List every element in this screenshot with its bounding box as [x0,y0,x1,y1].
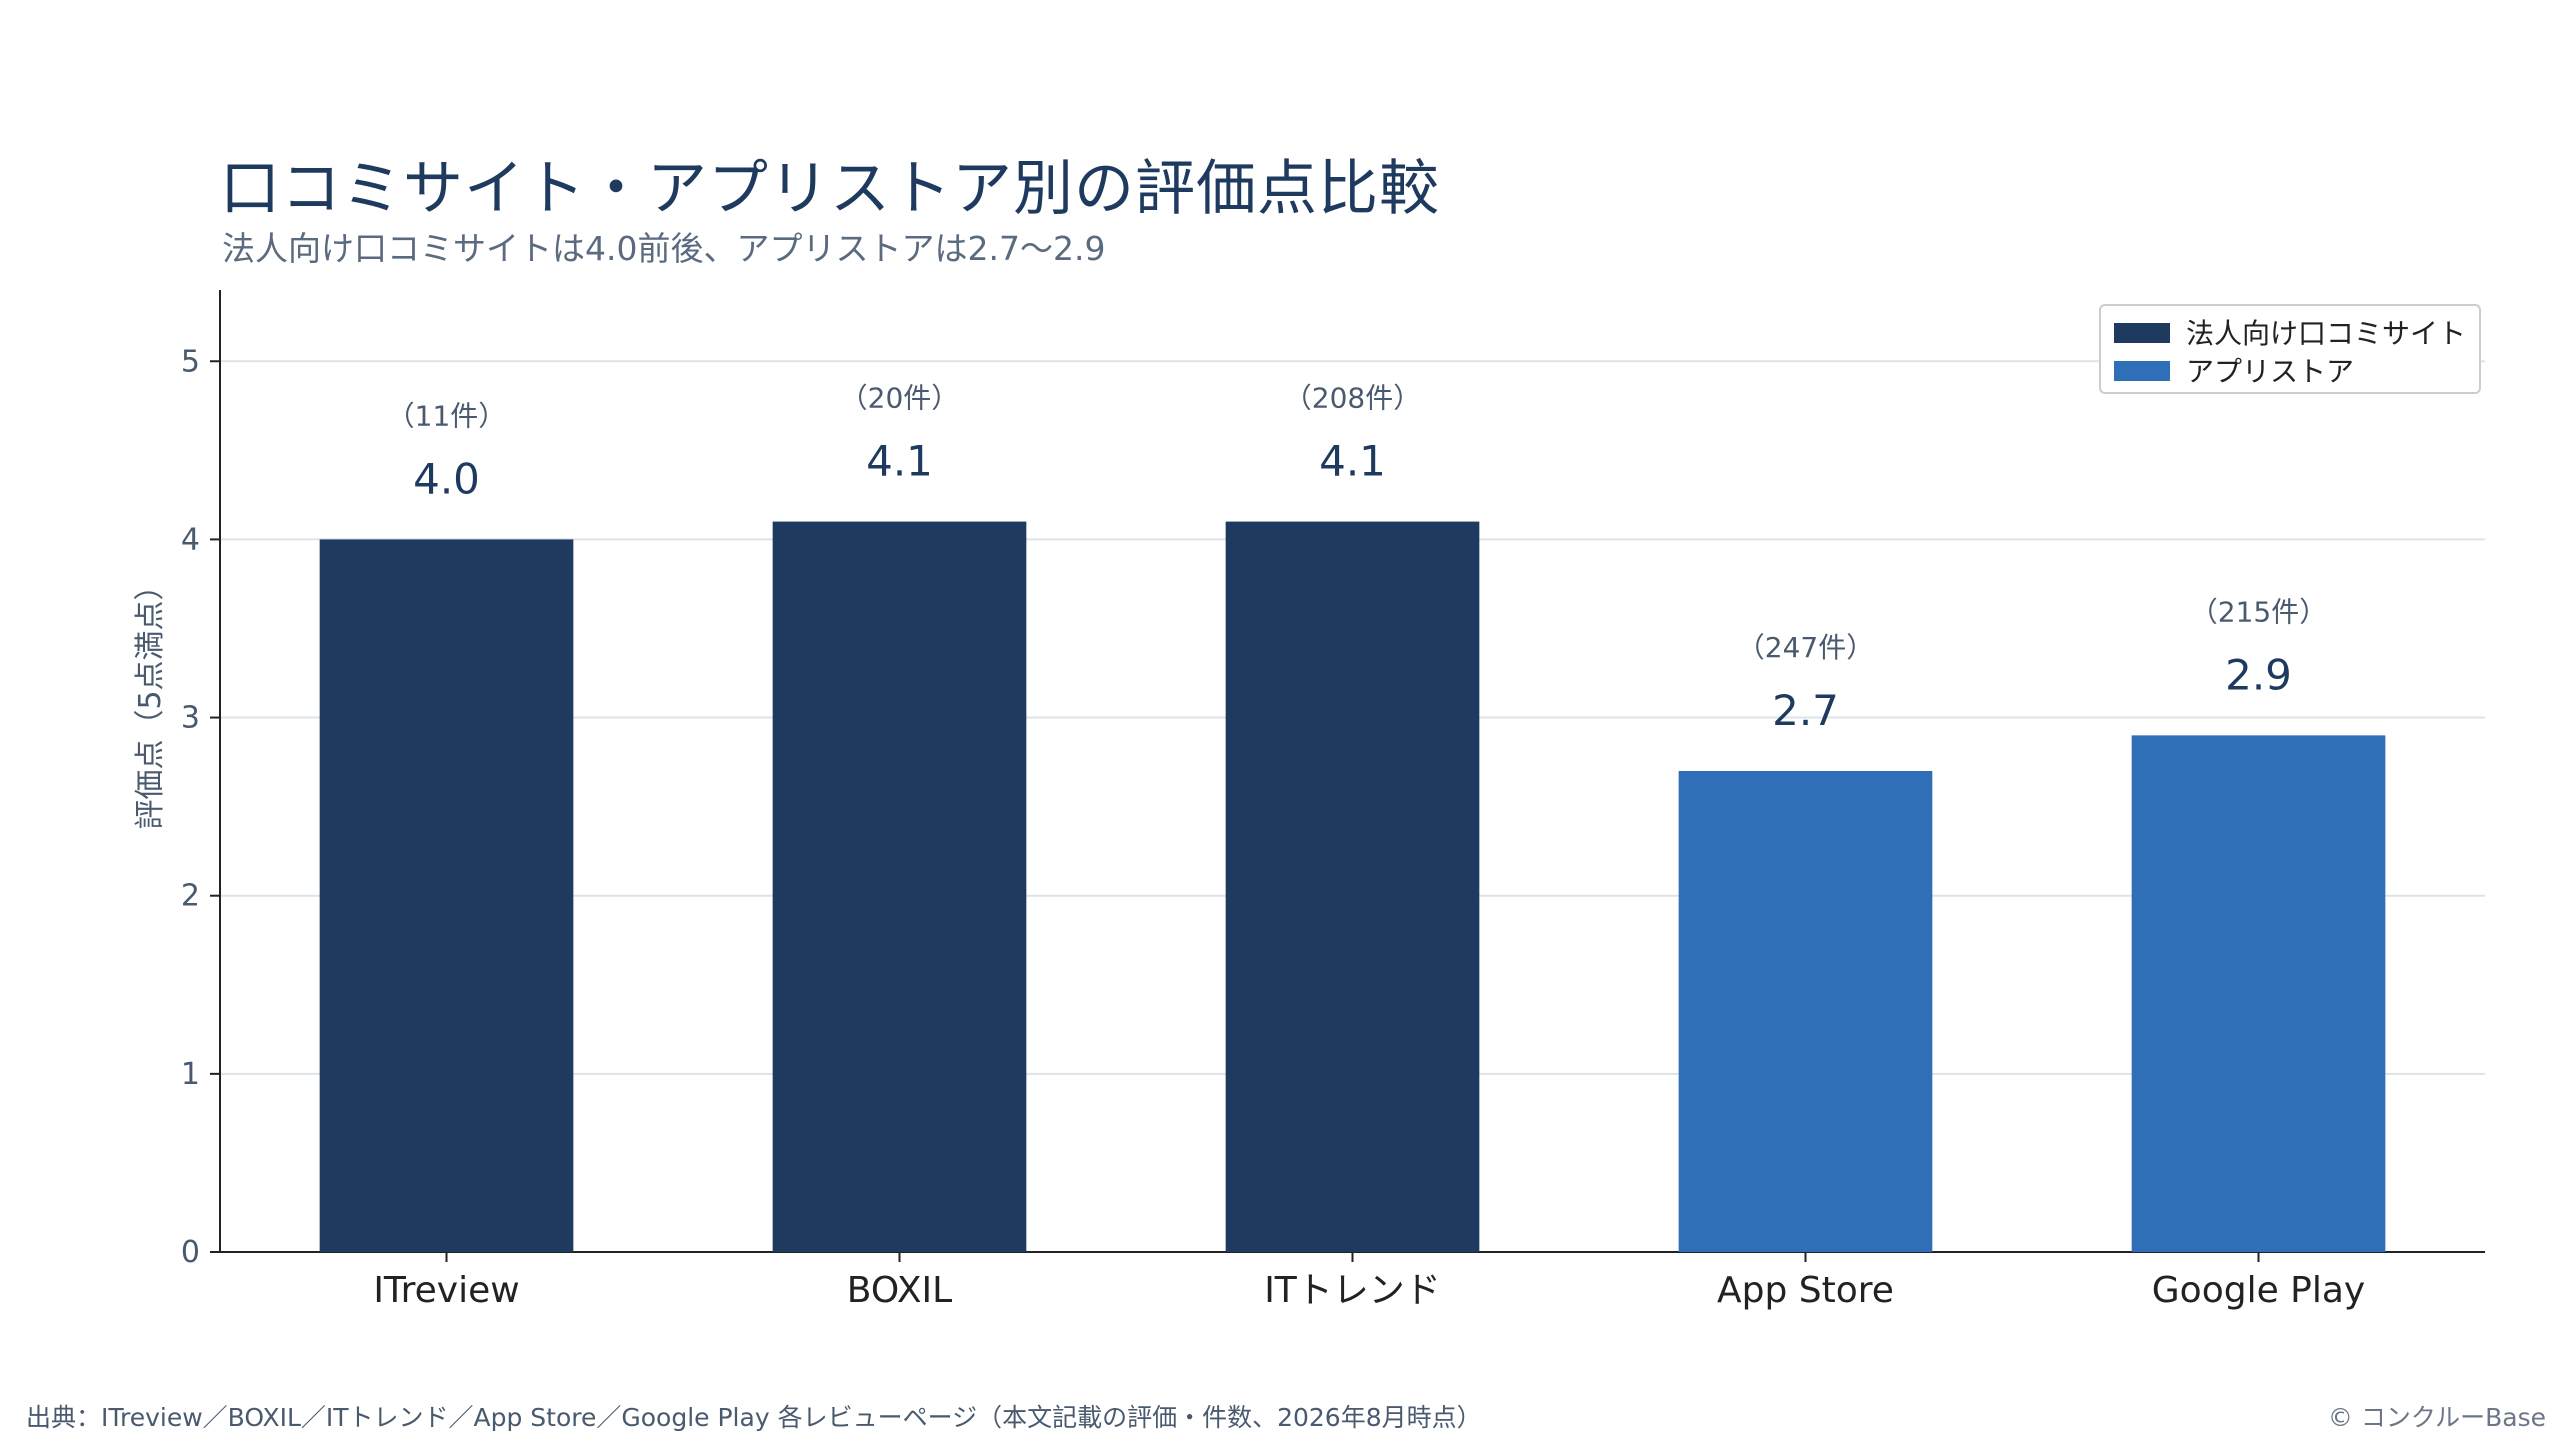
bar-5 [2131,735,2386,1252]
y-axis-label: 評価点（5点満点） [133,570,168,829]
bar-1 [319,539,574,1252]
count-label: （20件） [840,382,960,415]
x-tick-label: ITトレンド [1264,1270,1441,1311]
x-tick-label: Google Play [2152,1270,2365,1311]
chart-title: 口コミサイト・アプリストア別の評価点比較 [220,154,1440,224]
y-tick-label: 3 [181,701,200,736]
value-label: 2.9 [2225,650,2292,699]
y-tick-label: 2 [181,879,200,914]
count-label: （11件） [387,399,507,432]
bar-3 [1225,521,1480,1252]
x-tick-label: App Store [1717,1270,1894,1311]
value-label: 2.7 [1772,686,1839,735]
value-label: 4.1 [866,437,933,486]
legend-swatch [2114,361,2170,381]
count-label: （215件） [2190,595,2327,628]
value-label: 4.0 [413,454,480,503]
y-tick-label: 1 [181,1057,200,1092]
legend-label: 法人向け口コミサイト [2186,317,2466,350]
legend-label: アプリストア [2186,355,2354,388]
legend-swatch [2114,323,2170,343]
y-tick-label: 4 [181,522,200,557]
bars [319,521,2386,1252]
bar-4 [1678,771,1933,1252]
x-tick-label: BOXIL [847,1270,952,1311]
y-tick-label: 0 [181,1235,200,1270]
count-label: （208件） [1284,382,1421,415]
bar-2 [772,521,1027,1252]
source-note: 出典：ITreview／BOXIL／ITトレンド／App Store／Googl… [26,1403,1482,1432]
legend-frame [2099,304,2481,394]
count-label: （247件） [1737,631,1874,664]
x-tick-label: ITreview [373,1270,519,1311]
value-label: 4.1 [1319,437,1386,486]
axes: 0 1 2 3 4 5 ITreview BOXIL ITトレンド App Store Google… [181,290,2485,1311]
copyright: © コンクルーBase [2327,1403,2546,1432]
data-labels: 4.0 （11件） 4.1 （20件） 4.1 （208件） 2.7 （247件） 2.9 （21… [387,382,2328,735]
y-tick-label: 5 [181,344,200,379]
chart-subtitle: 法人向け口コミサイトは4.0前後、アプリストアは2.7〜2.9 [222,229,1106,268]
